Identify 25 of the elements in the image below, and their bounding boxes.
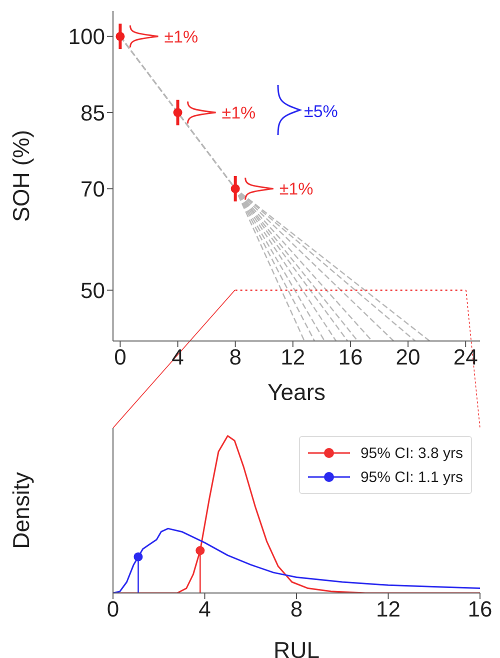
x-tick-label: 16 <box>338 344 363 370</box>
legend-label: 95% CI: 3.8 yrs <box>360 444 463 462</box>
y-tick-label: 50 <box>80 278 105 304</box>
x-tick-label: 12 <box>376 596 400 622</box>
y-tick-label: 70 <box>80 176 105 202</box>
x-tick-label: 4 <box>198 596 211 622</box>
x-axis-title: Years <box>268 379 326 405</box>
y-tick-label: 100 <box>68 24 105 50</box>
annotation: ±1% <box>222 104 256 123</box>
x-tick-label: 12 <box>280 344 306 370</box>
legend-label: 95% CI: 1.1 yrs <box>360 468 463 486</box>
y-axis-title: Density <box>8 472 34 549</box>
x-axis-title: RUL <box>273 637 320 658</box>
y-tick-label: 85 <box>80 100 105 126</box>
x-tick-label: 20 <box>396 344 420 370</box>
x-tick-label: 0 <box>114 344 126 370</box>
x-tick-label: 8 <box>290 596 303 622</box>
x-tick-label: 24 <box>453 344 478 370</box>
annotation: ±5% <box>304 102 338 121</box>
x-tick-label: 8 <box>229 344 242 370</box>
x-tick-label: 16 <box>468 596 492 622</box>
x-tick-label: 0 <box>106 596 120 622</box>
annotation: ±1% <box>279 180 314 199</box>
annotation: ±1% <box>164 27 198 46</box>
y-axis-title: SOH (%) <box>8 130 34 222</box>
